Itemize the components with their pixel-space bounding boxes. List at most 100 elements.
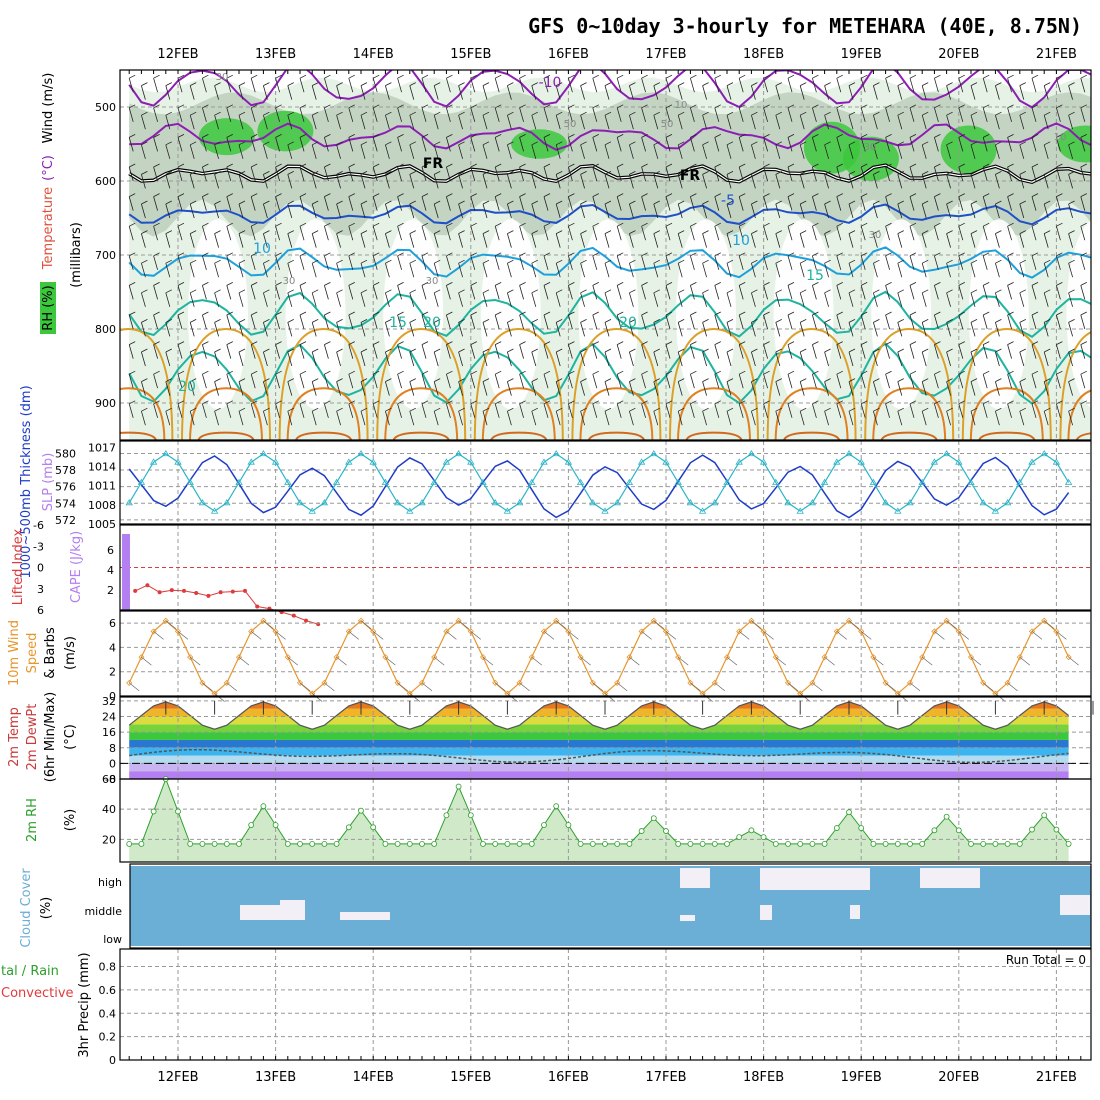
wind-speed-point: [235, 654, 243, 661]
wind-barb: [909, 255, 915, 270]
wind-barb-flag: [202, 311, 209, 316]
wind-barb-flag: [287, 289, 294, 294]
wind-barb: [897, 322, 903, 337]
wind-barb: [543, 374, 549, 389]
wind-barb-flag: [690, 163, 697, 168]
wind-barb: [726, 203, 732, 219]
wind-barb: [482, 263, 488, 278]
wind-barb: [372, 314, 378, 330]
rh-2m-point: [833, 825, 840, 831]
wind-barb: [665, 137, 671, 152]
wind-barb: [1080, 107, 1086, 122]
wind-barb-flag: [1080, 193, 1087, 197]
wind-barb-10m: [433, 656, 445, 666]
wind-barb: [934, 255, 939, 270]
wind-barb-flag: [141, 259, 148, 264]
wind-barb: [421, 107, 427, 122]
wind-barb-flag: [409, 171, 416, 175]
wind-barb: [385, 322, 390, 337]
wind-barb: [921, 85, 927, 100]
wind-barb-flag: [714, 282, 721, 286]
wind-barb: [202, 137, 207, 152]
slp-point: [503, 507, 512, 514]
wind-barb-flag: [580, 289, 587, 294]
wind-barb-flag: [836, 311, 843, 316]
wind-barb-flag: [1056, 370, 1063, 375]
wind-barb-flag: [873, 289, 880, 294]
wind-barb-flag: [446, 222, 453, 227]
wind-barb: [336, 322, 341, 337]
wind-barb-flag: [995, 82, 1002, 86]
wind-barb-flag: [739, 400, 746, 405]
wind-barb-flag: [385, 407, 392, 412]
wind-barb: [165, 144, 171, 159]
wind-barb: [385, 174, 390, 189]
rh-2m-point: [345, 824, 352, 831]
wind-barb-10m: [470, 631, 482, 640]
wind-barb: [421, 196, 427, 211]
wind-barb: [507, 322, 512, 337]
wind-barb-flag: [653, 82, 660, 86]
wind-barb-flag: [409, 319, 416, 323]
li-tick-label: -3: [33, 540, 44, 553]
wind-speed-point: [711, 679, 718, 686]
wind-barb: [677, 233, 683, 248]
wind-barb-flag: [678, 230, 685, 234]
rh-2m-axis-label: 2m RH: [25, 798, 40, 842]
wind-barb-flag: [873, 407, 880, 412]
wind-barb-flag: [495, 311, 502, 316]
wind-barb-flag: [848, 378, 856, 382]
precip-tick-label: 0.6: [99, 984, 117, 997]
wind-speed-point: [870, 654, 877, 661]
wind-barb-flag: [543, 370, 551, 375]
wind-barb-flag: [226, 163, 233, 168]
wind-barb: [458, 174, 463, 189]
wind-barb: [592, 166, 598, 182]
wind-barb: [1056, 196, 1061, 211]
wind-barb-flag: [409, 259, 416, 264]
contour-label: FR: [680, 168, 701, 184]
wind-barb: [909, 196, 915, 211]
rh-2m-point: [236, 840, 242, 847]
wind-barb-flag: [665, 370, 673, 375]
wind-barb: [482, 174, 488, 189]
wind-barb-flag: [751, 319, 758, 323]
wind-barb: [1068, 411, 1073, 426]
wind-barb: [629, 411, 634, 426]
wind-barb-flag: [360, 348, 368, 353]
wind-barb: [1019, 144, 1025, 159]
top-date-label: 13FEB: [255, 47, 296, 62]
wind-barb-flag: [702, 289, 709, 294]
wind-barb-flag: [226, 341, 233, 345]
wind-barb-flag: [617, 104, 624, 109]
wind-speed-point: [516, 679, 523, 686]
wind-barb: [324, 166, 329, 182]
wind-barb-flag: [421, 193, 429, 197]
wind-barb-flag: [177, 370, 185, 375]
wind-barb: [751, 85, 756, 100]
wind-barb-10m: [970, 656, 982, 666]
wind-barb-flag: [1007, 134, 1014, 138]
wind-barb: [458, 233, 463, 248]
wind-barb: [482, 203, 488, 219]
wind-barb-flag: [519, 74, 526, 79]
wind-barb-flag: [824, 319, 831, 323]
wind-barb-flag: [800, 407, 807, 412]
wind-barb-flag: [714, 400, 721, 405]
wind-barb-flag: [775, 319, 782, 323]
wind-barb: [324, 107, 329, 122]
wind-barb: [604, 174, 610, 189]
freezing-level-inner: [128, 164, 1091, 183]
wind-barb-flag: [226, 252, 233, 257]
wind-barb: [531, 351, 537, 367]
rh-2m-point: [528, 840, 535, 847]
wind-barb-flag: [190, 171, 197, 175]
wind-barb: [1043, 351, 1049, 367]
wind-barb: [507, 292, 512, 307]
wind-barb-10m: [531, 656, 543, 666]
wind-barb: [1068, 381, 1073, 396]
wind-speed-point: [638, 628, 645, 635]
wind-barb-flag: [543, 134, 551, 138]
wind-barb: [177, 344, 183, 359]
